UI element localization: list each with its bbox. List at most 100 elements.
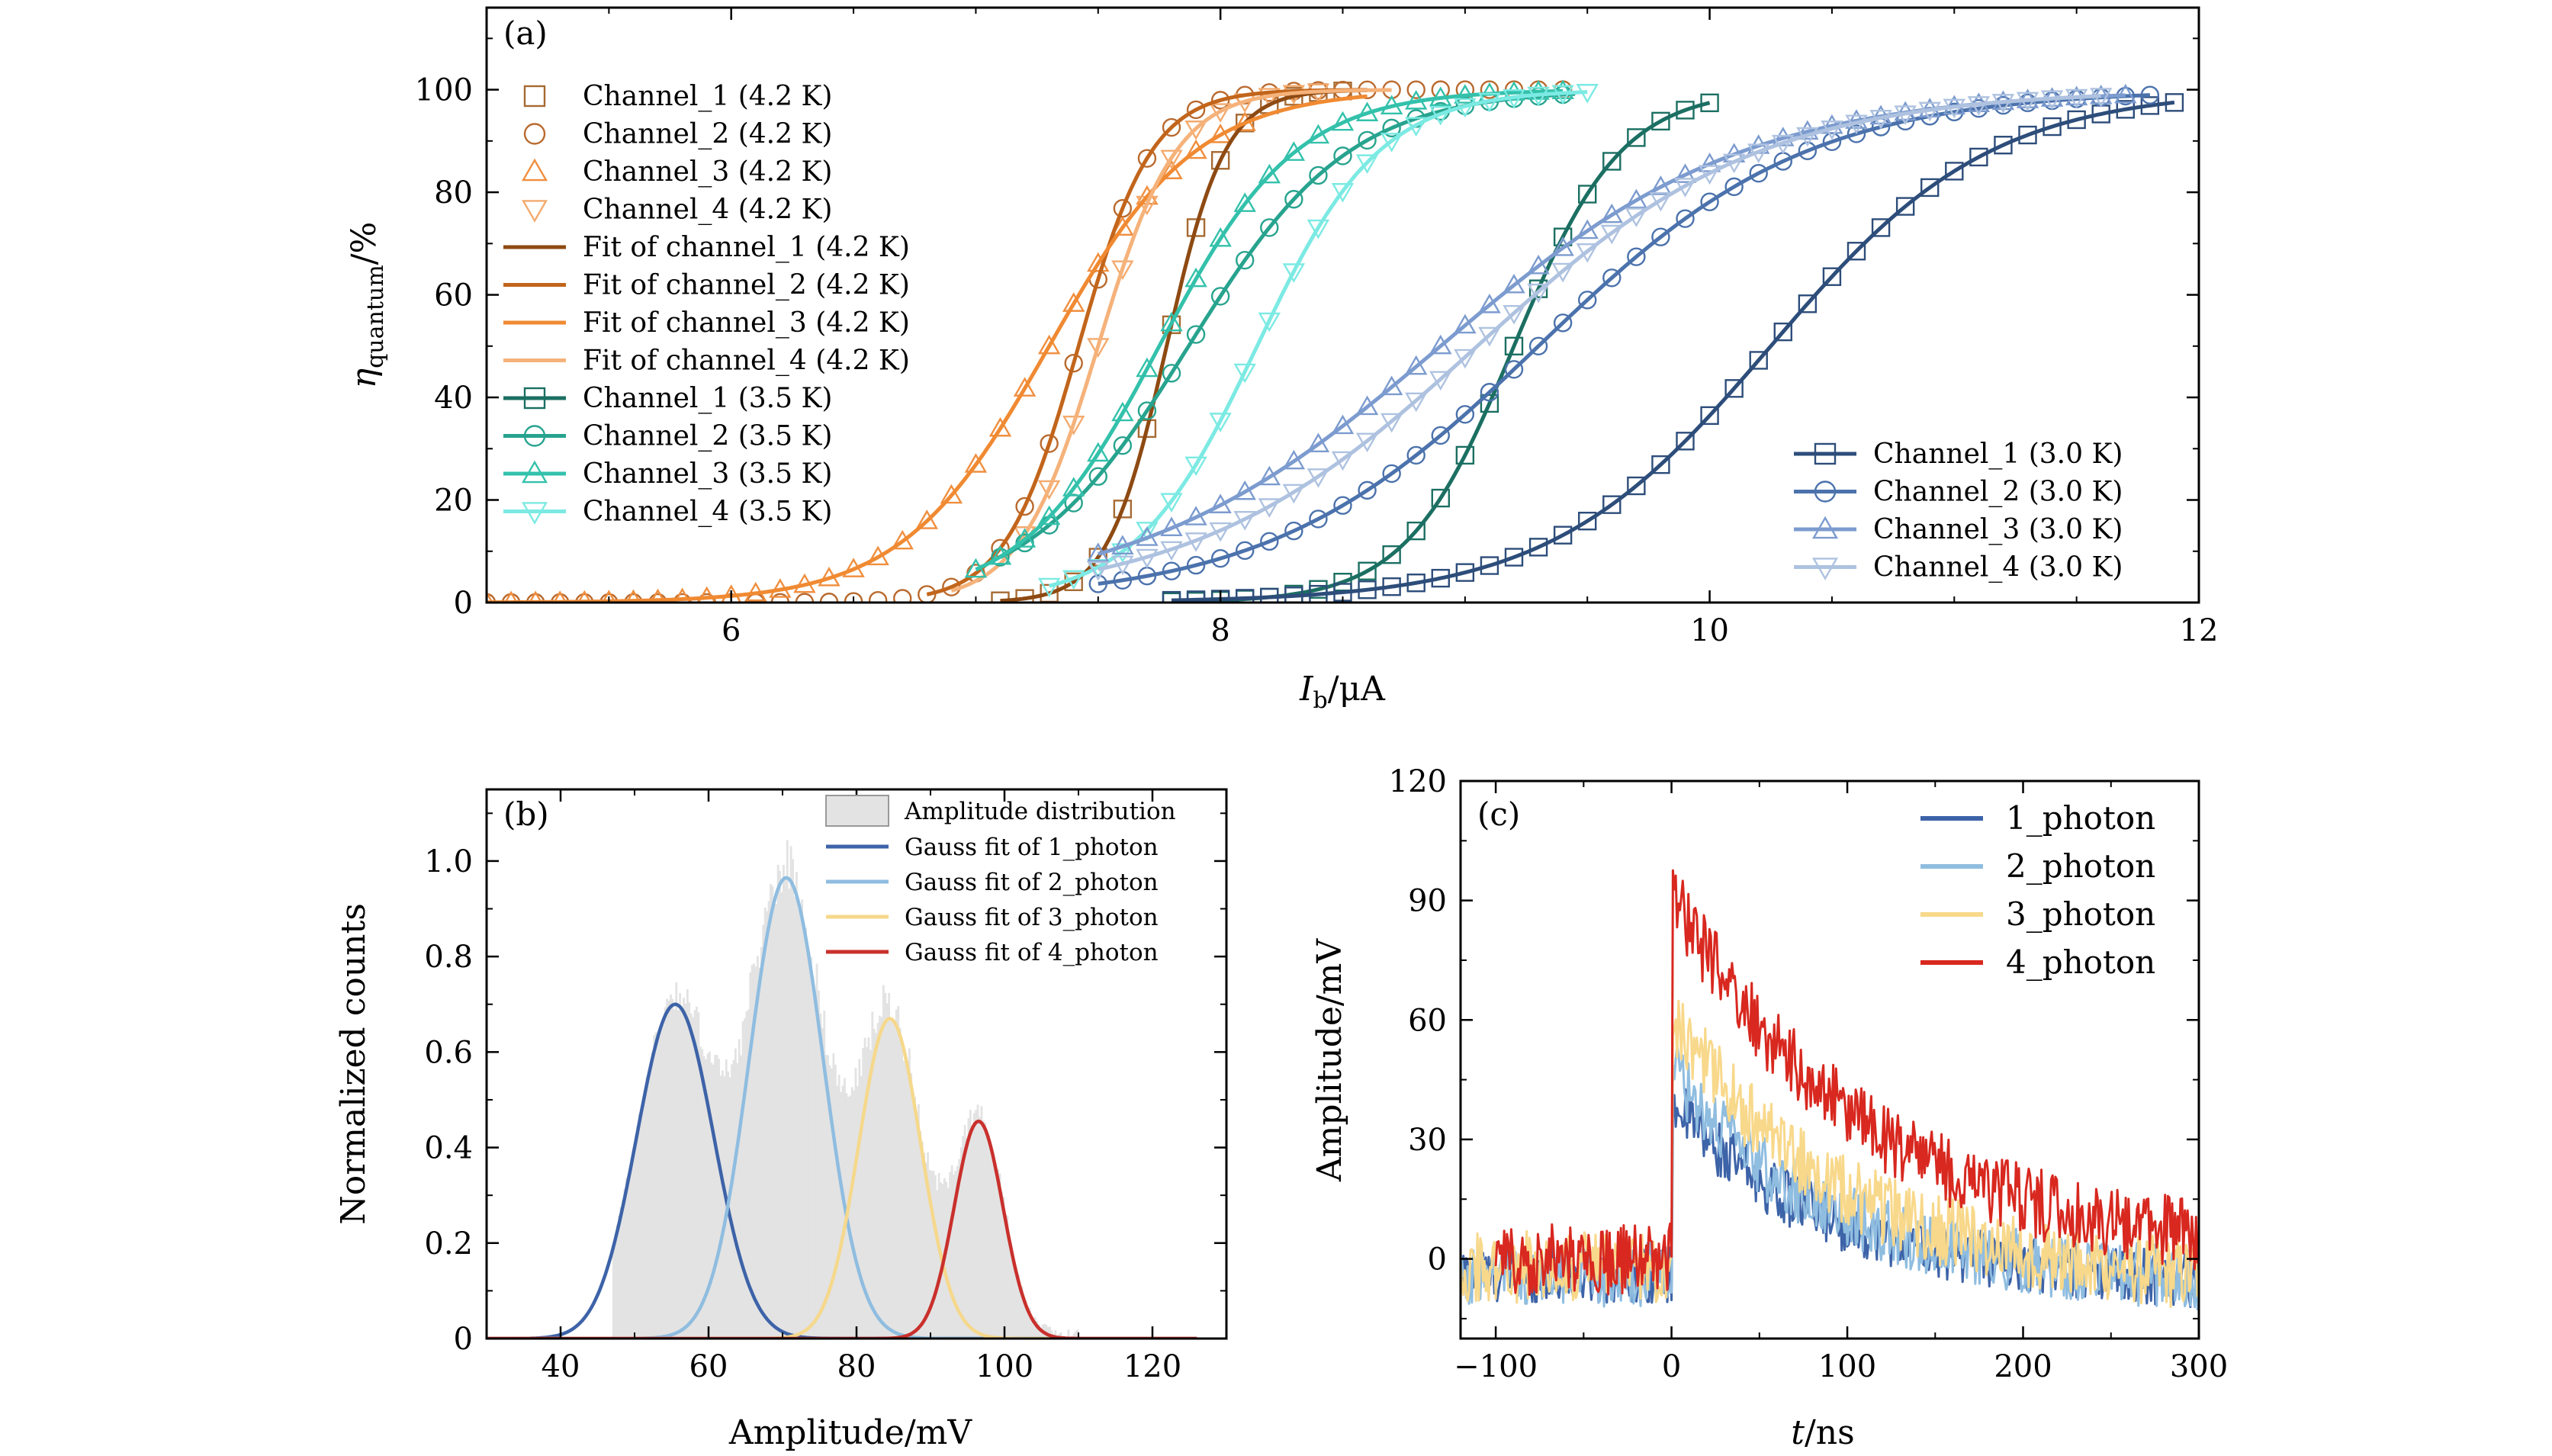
data-point	[2114, 83, 2137, 104]
data-point	[1431, 568, 1450, 588]
data-point	[2040, 90, 2064, 111]
histogram-bar	[819, 1013, 822, 1339]
data-point	[1333, 496, 1352, 515]
data-point	[1871, 218, 1891, 237]
data-point	[1111, 555, 1134, 576]
data-point	[1015, 497, 1034, 516]
legend-swatch-marker	[523, 387, 546, 410]
data-point	[1528, 336, 1548, 355]
histogram-bar	[670, 994, 672, 1339]
data-point	[1553, 313, 1573, 333]
histogram-bar	[797, 908, 800, 1339]
histogram-bar	[1072, 1333, 1075, 1339]
histogram-bar	[989, 1147, 992, 1339]
histogram-bar	[662, 1024, 665, 1339]
data-point	[1184, 456, 1207, 477]
legend-label: 4_photon	[2006, 943, 2155, 981]
histogram-bar	[901, 1042, 904, 1339]
legend-swatch-marker	[523, 85, 546, 108]
panel-a-x-tick-label: 10	[1690, 613, 1729, 648]
fit-line-channel-2-3-5-k	[999, 92, 1576, 559]
legend-entry-3-photon: 3_photon	[1920, 895, 2155, 933]
histogram-bar	[731, 1064, 733, 1339]
panel-a-x-tick-label: 6	[722, 613, 741, 648]
data-point	[1358, 130, 1377, 150]
histogram-bar	[616, 1224, 619, 1339]
panel-a-y-tick-label: 100	[415, 73, 473, 108]
data-point	[1676, 432, 1695, 451]
data-point	[2089, 88, 2113, 108]
histogram-bar	[618, 1215, 620, 1339]
histogram-bar	[995, 1177, 998, 1339]
histogram-bar	[998, 1173, 1001, 1339]
histogram-bar	[984, 1122, 987, 1339]
histogram-bar	[1030, 1316, 1033, 1339]
data-point	[1503, 273, 1525, 294]
fit-line-channel-2-3-0-k	[1098, 93, 2151, 586]
panel-b-legend: Amplitude distribution Gauss fit of 1_pho…	[825, 795, 1176, 966]
data-point	[1088, 467, 1107, 486]
data-point	[1209, 227, 1232, 247]
histogram-bar	[710, 1062, 713, 1339]
histogram-bar	[740, 1055, 743, 1339]
data-point	[1355, 101, 1379, 121]
data-point	[1111, 543, 1134, 563]
data-point	[1258, 465, 1281, 486]
data-point	[1480, 80, 1499, 99]
data-point	[1578, 511, 1597, 531]
panel-a-legend: Channel_1 (4.2 K) Channel_2 (4.2 K) Channe…	[503, 81, 2123, 583]
histogram-bar	[684, 1003, 687, 1339]
legend-entry-gauss-fit-of-2-photon: Gauss fit of 2_photon	[826, 869, 1159, 896]
data-point	[1111, 216, 1134, 236]
data-point	[893, 589, 912, 603]
histogram-bar	[775, 904, 778, 1339]
data-point	[1527, 80, 1550, 100]
data-point	[1260, 218, 1279, 237]
panel-c-y-tick-label: 30	[1408, 1123, 1447, 1158]
histogram-bar	[651, 1053, 654, 1339]
panel-c: −100 0 100 200 300 0 30 60 90 120 (c) t/ns Amplit…	[1310, 764, 2228, 1452]
histogram-bar	[841, 1085, 844, 1339]
data-point	[1821, 114, 1843, 134]
panel-b-y-axis-label: Normalized counts	[334, 903, 373, 1225]
panel-a-y-tick-label: 20	[434, 484, 473, 519]
panel-b-x-tick-label: 60	[689, 1349, 728, 1384]
histogram-bar	[709, 1051, 711, 1339]
fit-line-fit-of-channel-2-4-2-k	[926, 88, 1368, 596]
histogram-bar	[763, 907, 767, 1339]
histogram-bar	[992, 1158, 994, 1339]
histogram-bar	[801, 899, 804, 1339]
panel-c-y-axis-label: Amplitude/mV	[1310, 938, 1349, 1183]
legend-entry-channel-2-3-0-k: Channel_2 (3.0 K)	[1794, 477, 2123, 508]
data-point	[1186, 218, 1206, 237]
data-point	[1162, 590, 1181, 603]
legend-swatch-marker	[1814, 481, 1837, 503]
histogram-bar	[892, 1018, 894, 1339]
panel-b-x-tick-label: 120	[1123, 1349, 1181, 1384]
data-point	[1358, 580, 1377, 599]
panel-b-y-tick-label: 0.4	[424, 1131, 473, 1166]
histogram-bar	[930, 1171, 933, 1339]
legend-label: Channel_2 (3.0 K)	[1873, 477, 2123, 508]
data-point	[1527, 254, 1550, 275]
gauss-fit-line-gauss-fit-of-3-photon	[487, 1017, 1197, 1339]
series-channel-1-3-0-k	[1162, 93, 2184, 603]
histogram-bar	[993, 1162, 996, 1339]
histogram-bar	[689, 1013, 693, 1339]
histogram-bar	[869, 1049, 872, 1339]
histogram-bar	[693, 1010, 696, 1339]
data-point	[1160, 541, 1183, 561]
data-point	[1869, 109, 1892, 130]
histogram-bar	[1004, 1213, 1007, 1339]
data-point	[1649, 175, 1673, 195]
histogram-bar	[653, 1035, 656, 1339]
data-point	[1037, 505, 1061, 526]
data-point	[1088, 574, 1107, 593]
data-point	[1698, 165, 1721, 185]
histogram-bar	[779, 870, 781, 1339]
data-point	[1847, 242, 1866, 261]
histogram-bar	[947, 1188, 950, 1339]
data-point	[1380, 413, 1403, 433]
legend-label: Channel_1 (4.2 K)	[583, 81, 832, 112]
data-point	[1137, 149, 1157, 168]
